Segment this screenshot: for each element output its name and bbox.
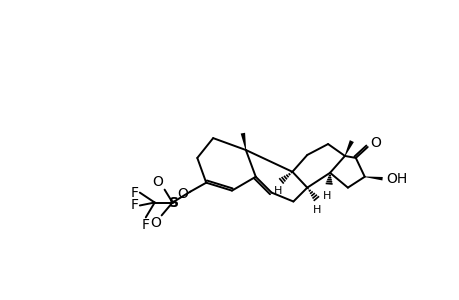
Text: F: F	[141, 218, 150, 233]
Polygon shape	[364, 176, 382, 181]
Text: F: F	[130, 186, 139, 200]
Text: F: F	[130, 199, 139, 212]
Polygon shape	[344, 140, 353, 156]
Text: H: H	[312, 206, 321, 215]
Text: S: S	[168, 196, 178, 209]
Polygon shape	[240, 133, 246, 150]
Text: O: O	[177, 187, 188, 201]
Text: O: O	[370, 136, 381, 150]
Text: OH: OH	[386, 172, 407, 186]
Text: H: H	[322, 190, 330, 201]
Text: H: H	[274, 186, 282, 196]
Text: O: O	[152, 175, 163, 189]
Text: O: O	[150, 216, 160, 230]
